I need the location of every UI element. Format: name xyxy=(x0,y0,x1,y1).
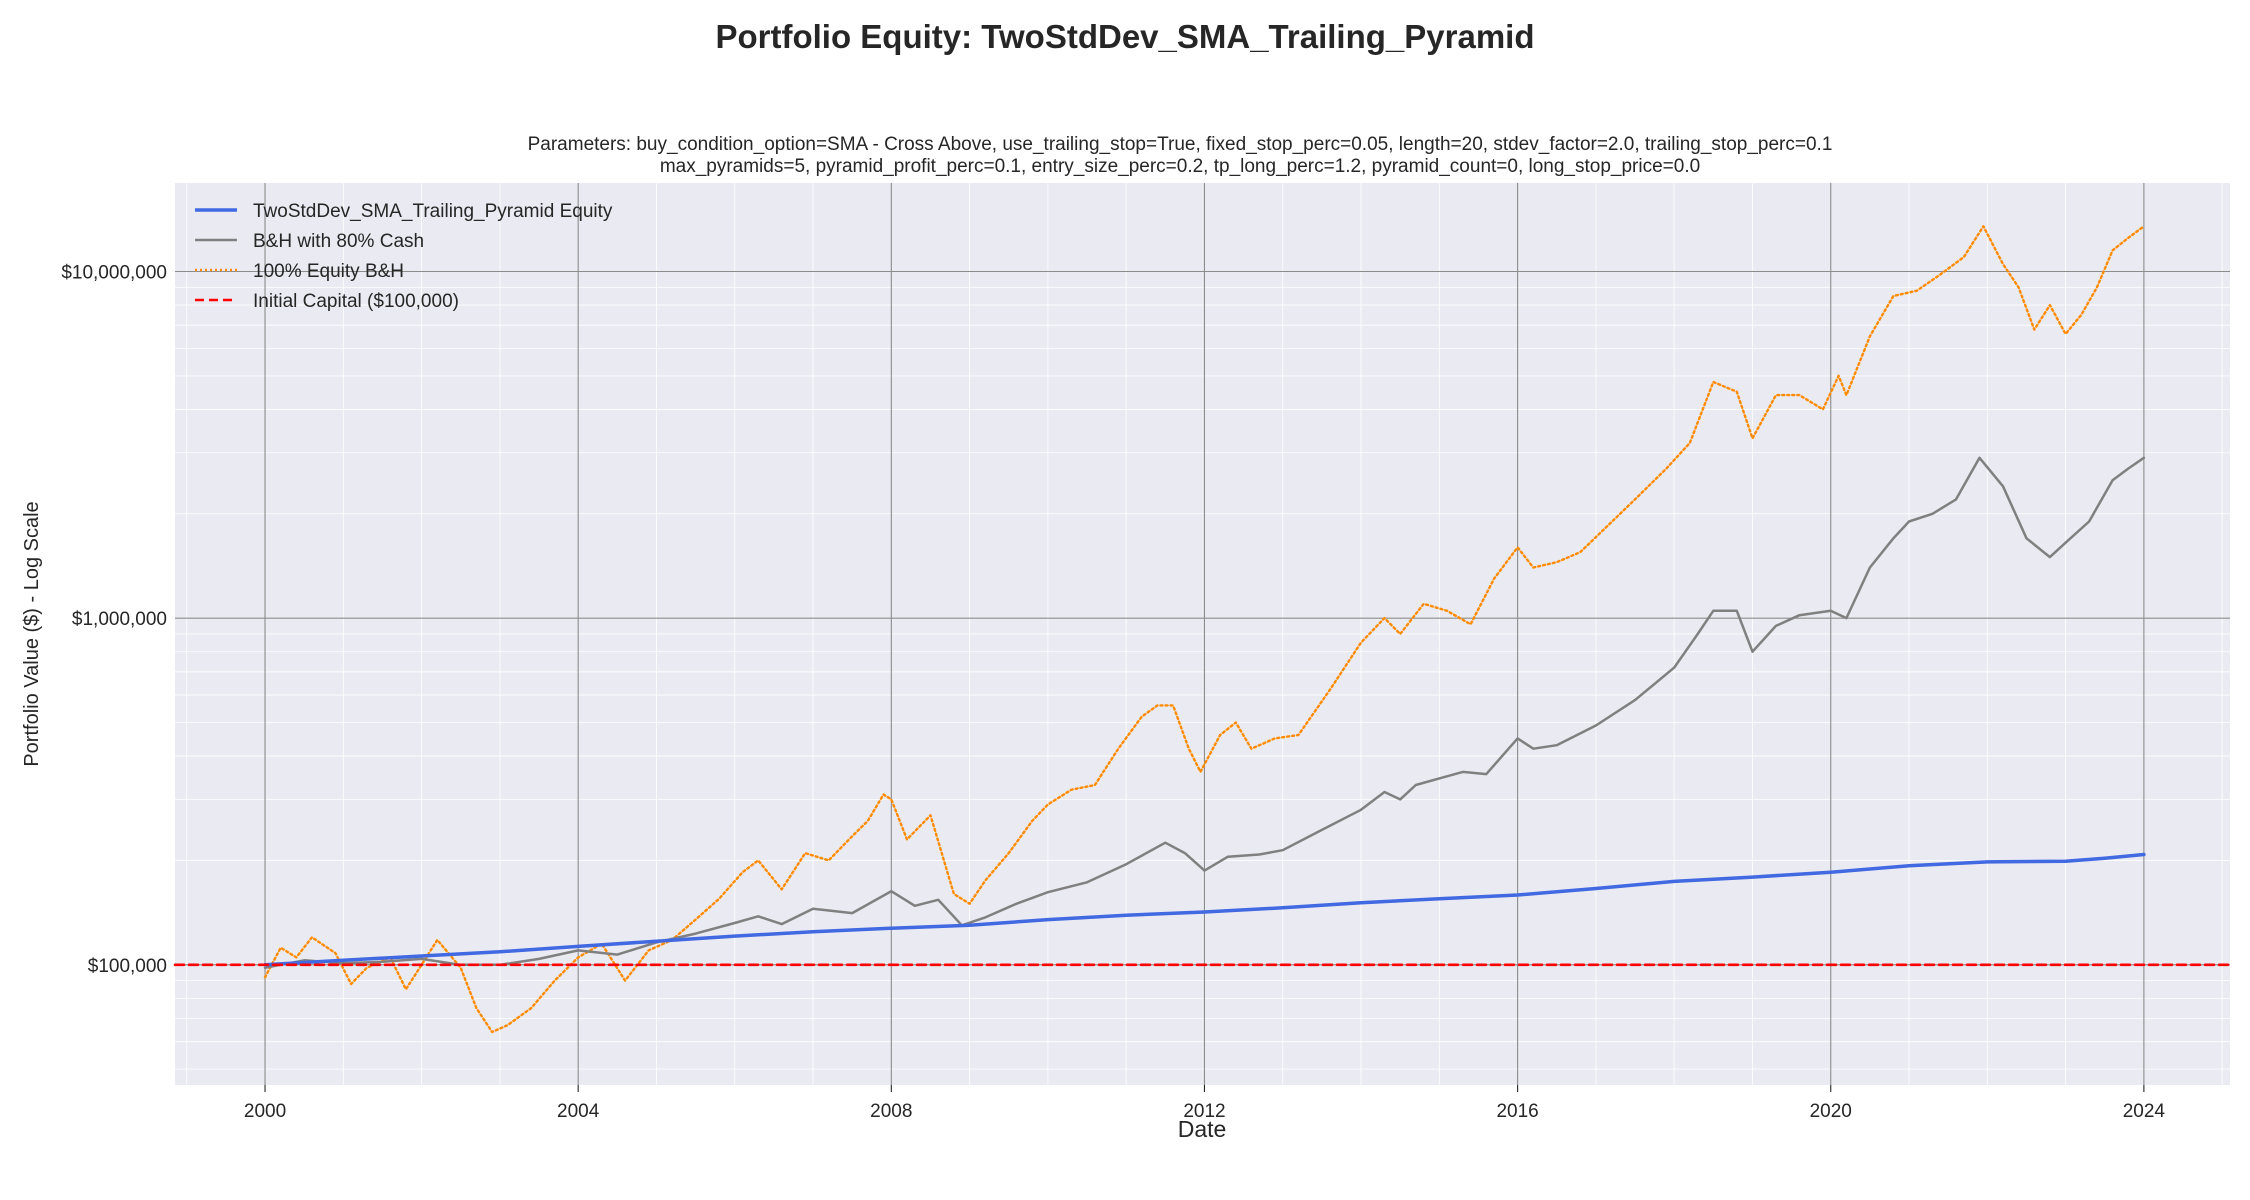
series-line-1 xyxy=(263,852,2146,967)
x-tick-label: 2016 xyxy=(1496,1101,1538,1122)
legend: TwoStdDev_SMA_Trailing_Pyramid Equity B&H… xyxy=(195,201,613,312)
x-tick-label: 2008 xyxy=(870,1101,912,1122)
series-line-2 xyxy=(263,456,2146,970)
x-tick-label: 2000 xyxy=(244,1101,286,1122)
minor-grid xyxy=(175,183,2230,1085)
legend-label-1: TwoStdDev_SMA_Trailing_Pyramid Equity xyxy=(253,201,613,222)
y-axis-label: Portfolio Value ($) - Log Scale xyxy=(21,501,43,766)
y-tick-label: $10,000,000 xyxy=(61,262,167,283)
plot-area xyxy=(173,183,2232,1085)
legend-label-4: Initial Capital ($100,000) xyxy=(253,291,459,312)
x-axis-label: Date xyxy=(1178,1116,1227,1142)
y-axis-ticks: $100,000 $1,000,000 $10,000,000 xyxy=(61,262,167,976)
legend-label-3: 100% Equity B&H xyxy=(253,261,404,282)
y-tick-label: $1,000,000 xyxy=(72,609,167,630)
series-line-3 xyxy=(263,225,2146,1034)
chart-subtitle-line-1: Parameters: buy_condition_option=SMA - C… xyxy=(528,134,1833,155)
x-tick-label: 2024 xyxy=(2123,1101,2166,1122)
chart-subtitle-line-2: max_pyramids=5, pyramid_profit_perc=0.1,… xyxy=(660,156,1700,177)
x-tick-label: 2004 xyxy=(557,1101,600,1122)
y-tick-label: $100,000 xyxy=(88,956,167,977)
chart-title: Portfolio Equity: TwoStdDev_SMA_Trailing… xyxy=(715,18,1534,55)
x-tick-label: 2012 xyxy=(1183,1101,1225,1122)
x-tick-label: 2020 xyxy=(1810,1101,1852,1122)
legend-label-2: B&H with 80% Cash xyxy=(253,231,424,252)
x-axis-ticks: 2000 2004 2008 2012 2016 2020 2024 xyxy=(244,1085,2166,1122)
series-layer xyxy=(173,225,2232,1034)
